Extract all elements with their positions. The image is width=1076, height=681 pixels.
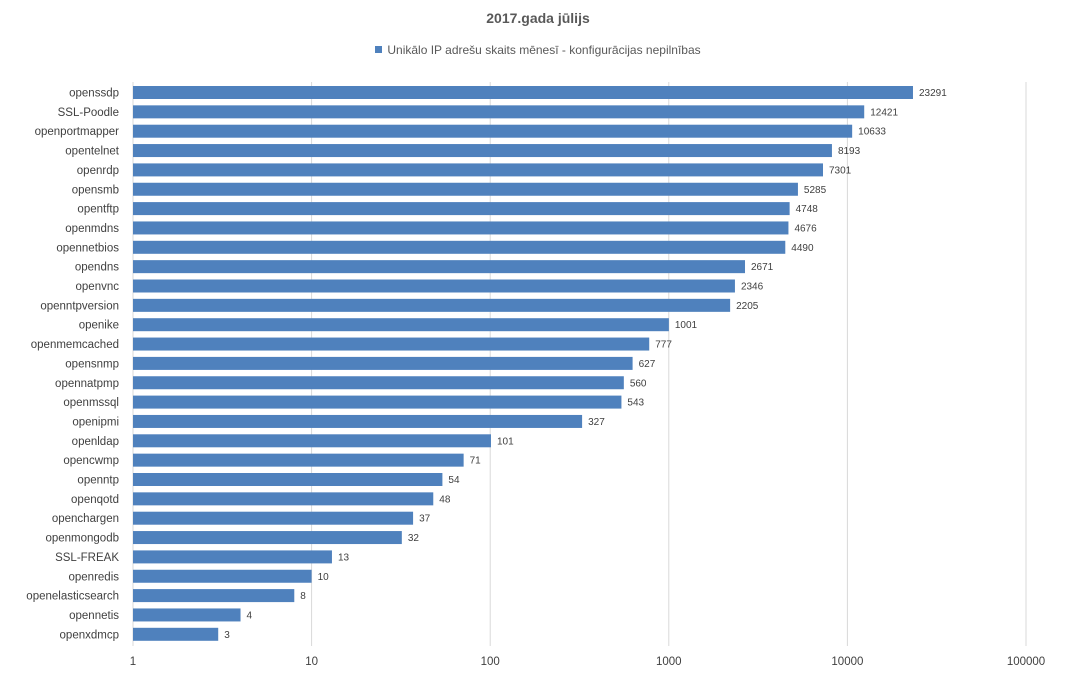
x-tick-label: 100 <box>481 656 500 668</box>
category-label: openmssql <box>63 397 119 409</box>
legend-swatch <box>375 46 383 53</box>
data-label: 7301 <box>829 165 852 176</box>
category-label: openmemcached <box>31 339 119 351</box>
bar <box>133 376 624 390</box>
data-label: 1001 <box>675 320 698 331</box>
data-label: 71 <box>470 456 482 467</box>
x-tick-label: 10 <box>305 656 318 668</box>
category-label: openxdmcp <box>60 629 119 641</box>
data-label: 327 <box>588 417 605 428</box>
data-label: 777 <box>655 340 672 351</box>
x-tick-label: 10000 <box>831 656 863 668</box>
bar <box>133 86 913 99</box>
x-tick-label: 1000 <box>656 656 682 668</box>
x-tick-label: 1 <box>130 656 136 668</box>
bar <box>133 279 735 293</box>
category-label: openmongodb <box>45 533 119 545</box>
data-label: 543 <box>627 398 644 409</box>
category-label: openldap <box>72 436 119 448</box>
bar <box>133 124 853 138</box>
bar <box>133 627 219 641</box>
data-label: 2205 <box>736 301 759 312</box>
category-label: opentelnet <box>65 146 120 158</box>
category-label: SSL-Poodle <box>58 107 119 119</box>
bar <box>133 337 650 351</box>
bar <box>133 414 583 428</box>
bar <box>133 144 832 158</box>
category-label: openredis <box>68 571 119 583</box>
bar <box>133 298 731 312</box>
data-label: 13 <box>338 552 350 563</box>
data-label: 627 <box>639 359 656 370</box>
category-label: openipmi <box>72 416 119 428</box>
bar <box>133 356 633 370</box>
bar <box>133 395 622 409</box>
bar <box>133 473 443 486</box>
data-label: 4676 <box>794 223 817 234</box>
bar <box>133 492 434 506</box>
data-label: 8 <box>300 591 306 602</box>
bar <box>133 453 464 467</box>
data-label: 3 <box>224 630 230 641</box>
legend-label: Unikālo IP adrešu skaits mēnesī - konfig… <box>387 43 701 57</box>
data-label: 5285 <box>804 185 827 196</box>
category-label: opennatpmp <box>55 378 119 390</box>
bar <box>133 240 786 254</box>
bar <box>133 550 332 564</box>
data-label: 37 <box>419 514 431 525</box>
x-tick-label: 100000 <box>1007 656 1045 668</box>
category-label: opensmb <box>72 184 119 196</box>
bar <box>133 105 865 119</box>
bar <box>133 569 312 583</box>
data-label: 560 <box>630 378 647 389</box>
data-label: 2346 <box>741 282 764 293</box>
data-label: 101 <box>497 436 514 447</box>
bar <box>133 511 414 525</box>
data-label: 10633 <box>858 127 886 138</box>
data-label: 32 <box>408 533 420 544</box>
bar <box>133 608 241 622</box>
category-label: openike <box>79 320 119 332</box>
data-label: 4 <box>247 610 253 621</box>
bar <box>133 260 746 274</box>
bar <box>133 589 295 603</box>
bar <box>133 182 798 196</box>
bar <box>133 221 789 235</box>
category-label: openntp <box>77 475 119 487</box>
category-label: openchargen <box>52 513 119 525</box>
data-label: 48 <box>439 494 451 505</box>
category-label: opennetis <box>69 610 119 622</box>
category-label: openrdp <box>77 165 119 177</box>
data-label: 12421 <box>870 107 898 118</box>
data-label: 4748 <box>796 204 819 215</box>
category-label: opencwmp <box>63 455 119 467</box>
bar <box>133 202 790 216</box>
legend: Unikālo IP adrešu skaits mēnesī - konfig… <box>0 43 1076 57</box>
data-label: 10 <box>318 572 330 583</box>
category-label: opentftp <box>77 204 119 216</box>
data-label: 54 <box>448 475 460 486</box>
category-label: openvnc <box>76 281 120 293</box>
bar <box>133 531 402 545</box>
chart-title: 2017.gada jūlijs <box>486 10 590 26</box>
category-label: openqotd <box>71 494 119 506</box>
category-label: opensnmp <box>65 358 119 370</box>
category-label: opendns <box>75 262 119 274</box>
bar <box>133 434 491 448</box>
category-label: openmdns <box>65 223 119 235</box>
bar <box>133 163 824 177</box>
category-label: openportmapper <box>35 126 120 138</box>
bar <box>133 318 669 332</box>
data-label: 23291 <box>919 88 947 99</box>
category-label: SSL-FREAK <box>55 552 119 564</box>
data-label: 2671 <box>751 262 774 273</box>
category-label: openntpversion <box>40 300 119 312</box>
data-label: 8193 <box>838 146 861 157</box>
category-label: openssdp <box>69 88 119 100</box>
data-label: 4490 <box>791 243 814 254</box>
category-label: openelasticsearch <box>26 591 119 603</box>
category-label: opennetbios <box>56 242 119 254</box>
